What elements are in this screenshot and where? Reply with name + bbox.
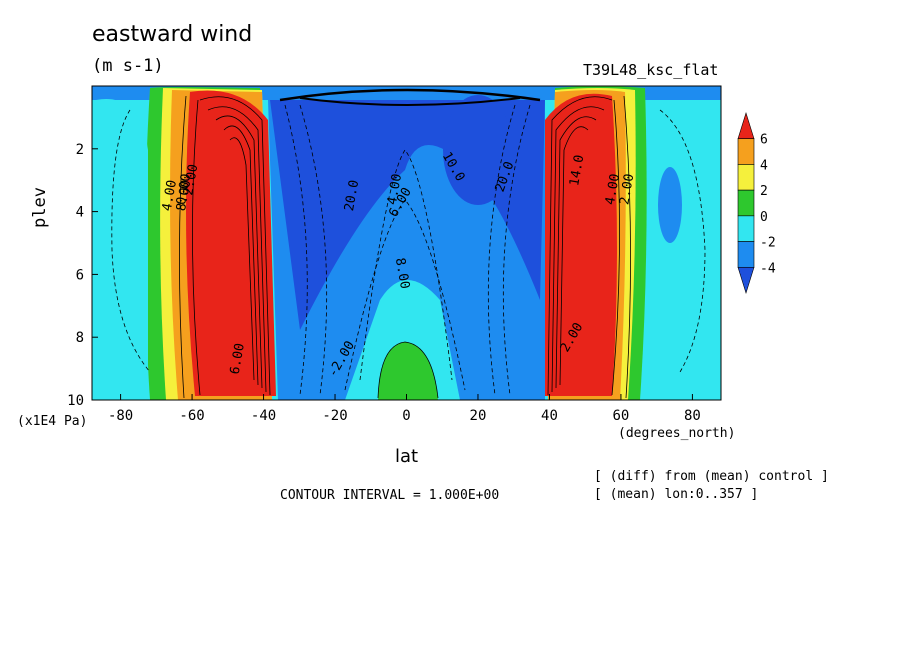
x-tick-label: 80 (684, 408, 701, 424)
y-tick-label: 4 (76, 205, 84, 221)
contour-label: 14.0 (567, 154, 587, 187)
fill-upper-lobe-right (443, 95, 513, 205)
contour-label: 0.00 (174, 173, 194, 206)
contour-line (223, 125, 259, 386)
contour-line (623, 95, 631, 399)
fill-left-cyan-cell (96, 99, 148, 385)
colorbar-swatch (737, 266, 755, 295)
colorbar-swatch (737, 215, 755, 242)
contour-line (559, 126, 589, 386)
colorbar-swatch (737, 164, 755, 191)
y-tick-label: 10 (67, 393, 84, 409)
x-tick-label: -80 (108, 408, 133, 424)
x-axis-units: (degrees_north) (618, 426, 736, 441)
contour-interval: CONTOUR INTERVAL = 1.000E+00 (280, 488, 500, 503)
y-tick-label: 6 (76, 267, 84, 283)
colorbar-label: 0 (760, 210, 768, 225)
colorbar-swatch (737, 138, 755, 165)
contour-line (215, 115, 263, 389)
contour-line (502, 104, 531, 396)
contour-line (487, 104, 516, 396)
contour-line (344, 199, 466, 391)
chart-units: (m s-1) (92, 56, 164, 76)
contour-label: 8.00 (174, 179, 194, 212)
colorbar-label: 6 (760, 133, 768, 148)
colorbar: 6 4 2 0 -2 -4 (737, 111, 776, 295)
contour-labels: 20.020.010.08.006.004.002.000.00-2.008.0… (160, 150, 638, 380)
fill-left-red (186, 90, 276, 396)
x-axis-label: lat (395, 446, 419, 467)
contour-line (299, 97, 521, 106)
contour-line (299, 104, 328, 396)
x-tick-label: 40 (541, 408, 558, 424)
x-tick-label: 60 (613, 408, 630, 424)
contour-line (199, 96, 271, 396)
x-tick-label: -20 (322, 408, 347, 424)
contour-label: 4.00 (385, 173, 405, 206)
contour-line (179, 95, 187, 399)
x-ticks: -80 -60 -40 -20 0 20 40 60 80 (108, 394, 701, 424)
contour-line (229, 137, 255, 381)
contour-lines (111, 88, 706, 399)
contour-line (551, 106, 605, 393)
chart-title: eastward wind (92, 22, 253, 47)
fill-right-red (545, 93, 617, 397)
contour-line (611, 99, 620, 396)
contour-label: 20.0 (342, 179, 362, 212)
x-tick-label: -60 (179, 408, 204, 424)
contour-label: 8.00 (392, 257, 412, 290)
x-tick-label: 0 (402, 408, 410, 424)
contour-line (555, 116, 597, 389)
contour-line (547, 96, 613, 396)
colorbar-label: -4 (760, 261, 776, 276)
contour-label: 4.00 (603, 173, 623, 206)
contour-line (192, 99, 201, 396)
contour-label: 6.00 (228, 342, 248, 375)
colorbar-swatch (737, 189, 755, 217)
contour-line (377, 341, 439, 399)
contour-label: 4.00 (160, 179, 180, 212)
y-ticks: 2 4 6 8 10 (67, 142, 98, 409)
run-label: T39L48_ksc_flat (583, 61, 719, 79)
colorbar-label: -2 (760, 236, 776, 251)
y-tick-label: 8 (76, 330, 84, 346)
contour-line (279, 88, 541, 102)
x-tick-label: -40 (251, 408, 276, 424)
fill-right-blue-blob (658, 167, 682, 243)
note-mean: [ (mean) lon:0..357 ] (594, 487, 759, 502)
filled-contours (92, 86, 721, 400)
x-tick-label: 20 (470, 408, 487, 424)
colorbar-swatch (737, 241, 755, 268)
colorbar-swatch (737, 111, 755, 140)
contour-label: 2.00 (181, 163, 201, 196)
contour-line (207, 106, 267, 393)
y-tick-label: 2 (76, 142, 84, 158)
fill-surface-green (378, 342, 438, 400)
colorbar-label: 4 (760, 158, 768, 173)
y-axis-units: (x1E4 Pa) (17, 414, 88, 429)
colorbar-label: 2 (760, 184, 768, 199)
contour-line (284, 104, 308, 396)
contour-label: 2.00 (617, 173, 637, 206)
note-diff: [ (diff) from (mean) control ] (594, 469, 829, 484)
contour-line (111, 109, 151, 373)
